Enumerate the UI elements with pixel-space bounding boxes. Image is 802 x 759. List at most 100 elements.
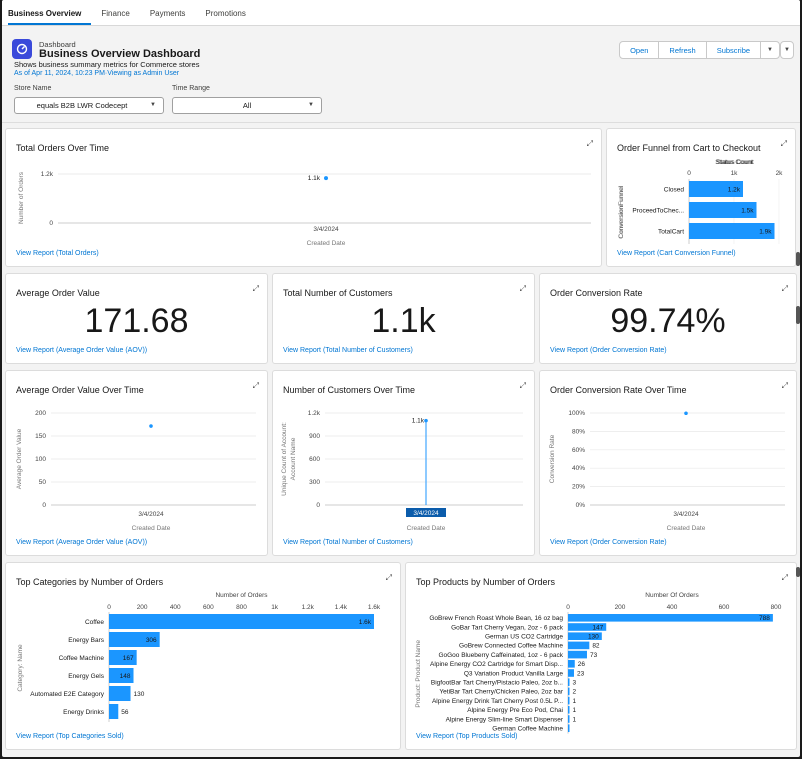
view-report-link[interactable]: View Report (Total Orders) [16,250,99,257]
dashboard-icon [12,39,32,59]
card-title: Total Orders Over Time [16,143,110,153]
scrollbar-thumb[interactable] [796,252,800,266]
y-tick: 0 [42,502,46,509]
card-title: Average Order Value Over Time [16,385,144,395]
category-label: Energy Drinks [63,709,105,716]
view-report-link[interactable]: View Report (Total Number of Customers) [283,539,413,546]
card-order-conversion-rate: Order Conversion Rate ⤢ 99.74% View Repo… [539,273,797,364]
bar [689,181,743,197]
time-filter-select[interactable]: All ▼ [172,97,322,114]
data-label: 56 [121,709,129,716]
category-label: GoBar Tart Cherry Vegan, 2oz - 6 pack [451,624,564,631]
card-title: Top Categories by Number of Orders [16,577,164,587]
expand-icon[interactable]: ⤢ [252,284,259,293]
data-label: 73 [590,652,598,659]
data-label: 2 [573,689,577,696]
y-tick: 80% [572,428,585,435]
bar [109,668,134,683]
more-actions-button[interactable]: ▼ [780,41,794,59]
data-label: 1.9k [759,228,772,235]
data-label: 3 [573,680,577,687]
category-label: Energy Gels [68,673,105,680]
x-tick: 200 [137,604,148,611]
x-tick: 3/4/2024 [313,226,339,233]
view-report-link[interactable]: View Report (Average Order Value (AOV)) [16,539,148,546]
data-label: 1.5k [741,207,754,214]
x-tick: 400 [170,604,181,611]
funnel-chart: Status Count ConversionFunnel Status Cou… [618,159,783,244]
bar [568,632,602,640]
page-subtitle: Shows business summary metrics for Comme… [14,60,200,69]
x-tick: 3/4/2024 [138,511,164,518]
category-label: TotalCart [658,228,684,235]
card-order-funnel: Order Funnel from Cart to Checkout ⤢ Sta… [606,128,796,267]
bar [109,686,131,701]
tab-finance[interactable]: Finance [101,9,130,18]
refresh-button[interactable]: Refresh [659,42,707,58]
y-tick: 200 [35,410,46,417]
tab-payments[interactable]: Payments [149,9,186,18]
y-tick: 0 [49,220,53,227]
card-aov-over-time: Average Order Value Over Time ⤢ 200 150 10… [5,370,268,556]
tab-promotions[interactable]: Promotions [205,9,246,18]
card-average-order-value: Average Order Value ⤢ 171.68 View Report… [5,273,268,364]
expand-icon[interactable]: ⤢ [519,284,526,293]
metric-value: 99.74% [610,302,726,340]
y-tick: 900 [309,433,320,440]
data-label: 130 [134,691,145,698]
view-report-link[interactable]: View Report (Order Conversion Rate) [550,539,667,546]
expand-icon[interactable]: ⤢ [385,573,392,582]
bar [109,704,119,719]
subscribe-options-button[interactable]: ▼ [761,42,779,58]
scrollbar-thumb[interactable] [796,567,800,577]
expand-icon[interactable]: ⤢ [781,573,788,582]
category-label: Closed [664,186,685,193]
data-label: 23 [577,670,585,677]
bar [568,623,607,631]
x-axis-label: Created Date [667,525,706,532]
card-top-products: Top Products by Number of Orders ⤢ Numbe… [405,562,797,750]
view-report-link[interactable]: View Report (Average Order Value (AOV)) [16,347,148,354]
x-tick: 1k [271,604,279,611]
data-point[interactable] [324,176,328,181]
top-categories-chart: Number of Orders 0 200 400 600 800 1k 1.2k 1.4k 1… [17,592,381,722]
expand-icon[interactable]: ⤢ [780,139,787,148]
view-report-link[interactable]: View Report (Top Categories Sold) [16,733,124,740]
bar [568,669,574,677]
data-label: 1 [573,707,577,714]
x-axis-label: Number Of Orders [645,592,699,599]
data-label: 147 [592,624,603,631]
open-button[interactable]: Open [620,42,660,58]
card-title: Top Products by Number of Orders [416,577,556,587]
metric-value: 1.1k [371,302,436,340]
card-title: Total Number of Customers [283,288,393,298]
expand-icon[interactable]: ⤢ [519,381,526,390]
bar [109,632,160,647]
chevron-down-icon: ▼ [308,102,314,108]
category-label: Automated E2E Category [30,691,104,698]
category-label: Coffee [85,619,104,626]
expand-icon[interactable]: ⤢ [781,284,788,293]
data-label: 130 [588,634,599,641]
expand-icon[interactable]: ⤢ [781,381,788,390]
view-report-link[interactable]: View Report (Top Products Sold) [416,733,518,740]
data-label: 1.2k [728,186,741,193]
subscribe-button[interactable]: Subscribe [707,42,762,58]
data-label: 788 [759,615,770,622]
bar [568,678,570,686]
chevron-down-icon: ▼ [767,47,773,53]
expand-icon[interactable]: ⤢ [586,139,593,148]
x-axis-label: Created Date [132,525,171,532]
view-report-link[interactable]: View Report (Cart Conversion Funnel) [617,250,736,257]
store-filter-select[interactable]: equals B2B LWR Codecept ▼ [14,97,164,114]
scrollbar-thumb[interactable] [796,306,800,324]
view-report-link[interactable]: View Report (Total Number of Customers) [283,347,413,354]
tab-business-overview[interactable]: Business Overview [8,9,92,25]
y-axis-label: Unique Count of Account: [281,422,288,496]
metric-value: 171.68 [84,302,189,340]
expand-icon[interactable]: ⤢ [252,381,259,390]
view-report-link[interactable]: View Report (Order Conversion Rate) [550,347,667,354]
data-point [149,424,153,428]
bar [568,724,570,732]
